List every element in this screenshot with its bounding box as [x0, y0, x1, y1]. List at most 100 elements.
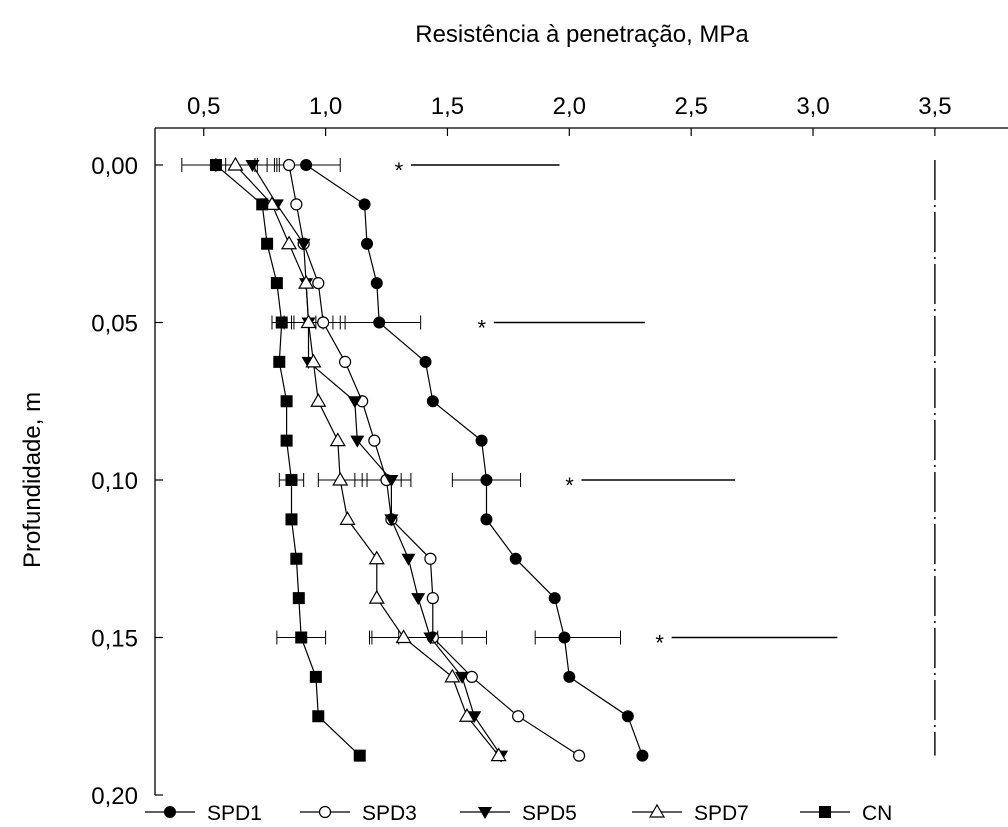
series-group	[209, 156, 649, 763]
x-tick-label: 0,5	[187, 93, 220, 120]
significance-star: *	[477, 316, 486, 341]
data-point	[298, 274, 315, 289]
data-point	[621, 710, 634, 723]
legend-label: CN	[862, 802, 892, 825]
data-point	[280, 395, 293, 408]
data-point	[490, 747, 507, 762]
significance-star: *	[655, 631, 664, 656]
data-point	[292, 592, 305, 605]
x-tick-label: 1,5	[431, 93, 464, 120]
series-spd5	[245, 160, 509, 763]
data-point	[636, 749, 649, 762]
data-point	[368, 434, 381, 447]
data-point	[275, 316, 288, 329]
data-point	[347, 396, 362, 409]
data-point	[373, 316, 386, 329]
data-point	[358, 198, 371, 211]
legend-label: SPD7	[694, 802, 749, 825]
data-point	[423, 632, 438, 645]
legend-item-cn: CN	[800, 802, 892, 825]
data-point	[339, 511, 356, 525]
x-tick-label: 2,0	[553, 93, 586, 120]
data-point	[245, 160, 260, 172]
legend-label: SPD5	[522, 802, 577, 825]
data-point	[395, 629, 412, 644]
data-point	[256, 198, 269, 211]
data-point	[419, 355, 432, 368]
data-point	[368, 589, 385, 604]
x-tick-label: 1,0	[309, 93, 342, 120]
data-point	[300, 314, 317, 329]
data-point	[361, 237, 374, 250]
data-point	[285, 474, 298, 486]
data-point	[467, 711, 482, 724]
series-cn	[209, 159, 366, 762]
y-tick-label: 0,20	[91, 783, 138, 810]
data-point	[368, 550, 385, 565]
data-point	[558, 631, 571, 644]
legend-marker	[318, 805, 332, 819]
data-point	[290, 198, 303, 211]
y-tick-label: 0,15	[91, 626, 138, 653]
data-point	[282, 158, 296, 172]
data-point	[280, 434, 293, 447]
y-axis-title: Profundidade, m	[19, 392, 46, 568]
data-point	[280, 235, 298, 250]
data-point	[480, 513, 493, 526]
data-point	[305, 353, 322, 368]
data-point	[480, 474, 493, 486]
data-point	[273, 355, 286, 368]
data-point	[426, 592, 439, 605]
legend-item-spd1: SPD1	[145, 802, 262, 825]
data-point	[309, 670, 322, 683]
legend-marker	[819, 806, 831, 818]
data-point	[512, 710, 525, 723]
significance-annotations: * * * *	[395, 158, 838, 656]
series-spd3	[282, 158, 586, 762]
x-tick-label: 3,0	[796, 93, 829, 120]
data-point	[509, 552, 522, 565]
legend-item-spd7: SPD7	[632, 802, 749, 825]
data-point	[270, 277, 283, 290]
x-tick-label: 3,5	[918, 93, 951, 120]
y-tick-label: 0,00	[91, 153, 138, 180]
data-point	[455, 671, 470, 684]
error-bars	[181, 158, 621, 645]
data-point	[300, 159, 313, 171]
data-point	[426, 395, 439, 408]
series-spd7	[227, 156, 507, 762]
data-point	[332, 471, 349, 486]
data-point	[329, 432, 346, 447]
data-point	[384, 475, 399, 487]
data-point	[563, 670, 576, 683]
series-line	[215, 164, 361, 757]
significance-star: *	[565, 473, 574, 498]
data-point	[424, 552, 437, 565]
data-point	[312, 277, 325, 290]
axes: 0,5 1,0 1,5 2,0 2,5 3,0 3,5 0,00 0,05 0,10 0,15 0,2…	[91, 93, 1008, 810]
data-point	[548, 592, 561, 605]
legend-marker	[478, 807, 492, 819]
legend-item-spd3: SPD3	[300, 802, 417, 825]
data-point	[411, 593, 426, 606]
legend-label: SPD3	[362, 802, 417, 825]
data-point	[465, 670, 478, 683]
data-point	[384, 514, 399, 527]
data-point	[310, 393, 327, 407]
x-axis-title: Resistência à penetração, MPa	[415, 21, 749, 48]
legend-marker	[164, 806, 176, 818]
data-point	[290, 552, 303, 565]
data-point	[263, 196, 281, 210]
data-point	[209, 159, 222, 171]
data-point	[312, 710, 325, 723]
data-point	[261, 237, 274, 250]
significance-star: *	[395, 158, 404, 183]
series-line	[234, 164, 500, 756]
data-point	[317, 316, 330, 329]
data-point	[296, 238, 311, 251]
data-point	[285, 513, 298, 526]
data-point	[353, 749, 366, 762]
x-tick-label: 2,5	[674, 93, 707, 120]
data-point	[458, 708, 475, 722]
